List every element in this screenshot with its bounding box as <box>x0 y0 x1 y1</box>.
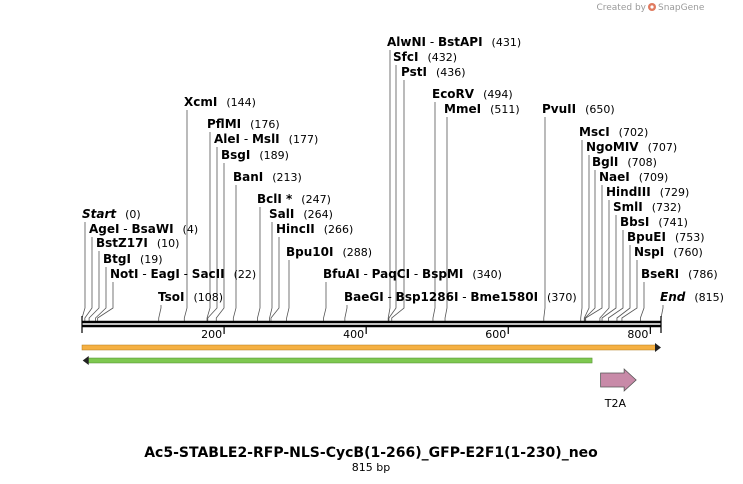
site-leader-line <box>344 305 348 321</box>
site-label: SfcI (432) <box>393 50 457 64</box>
site-leader-line <box>543 117 546 321</box>
site-leader-line <box>388 65 397 321</box>
site-label: EcoRV (494) <box>432 87 513 101</box>
site-label: NaeI (709) <box>599 170 668 184</box>
site-label: NspI (760) <box>634 245 703 259</box>
site-leader-line <box>585 185 603 321</box>
site-label: AlwNI - BstAPI (431) <box>387 35 521 49</box>
sequence-title: Ac5-STABLE2-RFP-NLS-CycB(1-266)_GFP-E2F1… <box>144 445 598 461</box>
site-leader-line <box>206 132 211 321</box>
site-label: Start (0) <box>82 207 141 221</box>
site-leader-line <box>583 155 590 321</box>
site-label: End (815) <box>660 290 724 304</box>
watermark-created-by: Created by <box>596 3 646 13</box>
site-leader-line <box>323 282 327 321</box>
ruler-ticks: 200 400 600 800 <box>201 327 651 341</box>
site-leader-line <box>391 80 405 321</box>
site-label: NgoMIV (707) <box>586 140 677 154</box>
orange-feature-bar <box>81 344 657 351</box>
site-label: BseRI (786) <box>641 267 718 281</box>
site-leader-line <box>158 305 162 321</box>
site-label: MscI (702) <box>579 125 648 139</box>
ruler-tick-label: 400 <box>343 328 364 341</box>
site-label: MmeI (511) <box>444 102 520 116</box>
site-label: PflMI (176) <box>207 117 280 131</box>
site-label: BanI (213) <box>233 170 302 184</box>
site-label: BtgI (19) <box>103 252 163 266</box>
site-leader-line <box>639 282 645 321</box>
site-label: PstI (436) <box>401 65 466 79</box>
site-label: BclI * (247) <box>257 192 331 206</box>
ruler-tick-label: 800 <box>627 328 648 341</box>
site-label: BpuEI (753) <box>627 230 705 244</box>
watermark-brand: SnapGene <box>658 3 705 13</box>
site-leader-line <box>270 237 280 321</box>
site-leader-line <box>269 222 273 321</box>
site-leader-line <box>584 170 596 321</box>
site-leader-line <box>232 185 237 321</box>
site-leader-line <box>580 140 583 321</box>
green-feature-arrow <box>82 356 89 365</box>
site-leader-line <box>621 260 638 321</box>
site-label: BfuAI - PaqCI - BspMI (340) <box>323 267 502 281</box>
features: T2A <box>81 343 661 410</box>
orange-feature-arrow <box>655 343 661 352</box>
site-label: AleI - MslI (177) <box>214 132 318 146</box>
site-label: HindIII (729) <box>606 185 689 199</box>
site-leader-line <box>257 207 261 321</box>
site-label: SmlI (732) <box>613 200 681 214</box>
site-label: NotI - EagI - SacII (22) <box>110 267 256 281</box>
site-leader-line <box>183 110 188 321</box>
site-leader-line <box>616 245 631 321</box>
site-labels: Start (0)AgeI - BsaWI (4)BstZ17I (10) BtgI (1… <box>82 35 724 304</box>
site-lines <box>81 50 664 321</box>
t2a-feature-label: T2A <box>604 397 627 410</box>
site-leader-line <box>84 237 93 321</box>
site-leader-line <box>97 282 114 321</box>
site-leader-line <box>286 260 290 321</box>
t2a-feature-arrow <box>600 368 637 392</box>
site-label: BaeGI - Bsp1286I - Bme1580I (370) <box>344 290 577 304</box>
site-leader-line <box>207 147 218 321</box>
ruler-tick-label: 600 <box>485 328 506 341</box>
site-label: HincII (266) <box>276 222 353 236</box>
site-label: BstZ17I (10) <box>96 236 179 250</box>
site-label: XcmI (144) <box>184 95 256 109</box>
site-leader-line <box>95 267 107 321</box>
site-leader-line <box>444 117 448 321</box>
site-label: AgeI - BsaWI (4) <box>89 222 198 236</box>
green-feature-bar <box>87 357 593 364</box>
site-label: PvuII (650) <box>542 102 615 116</box>
ruler-tick-label: 200 <box>201 328 222 341</box>
sequence-length: 815 bp <box>352 461 390 474</box>
site-leader-line <box>432 102 436 321</box>
site-leader-line <box>601 215 617 321</box>
site-leader-line <box>599 200 610 321</box>
snapgene-logo-icon <box>648 3 656 11</box>
site-label: SalI (264) <box>269 207 333 221</box>
site-label: Bpu10I (288) <box>286 245 372 259</box>
site-leader-line <box>608 230 624 321</box>
site-leader-line <box>88 251 100 321</box>
site-leader-line <box>387 50 391 321</box>
site-leader-line <box>215 163 225 321</box>
site-label: TsoI (108) <box>158 290 223 304</box>
site-label: BsgI (189) <box>221 148 289 162</box>
site-label: BbsI (741) <box>620 215 688 229</box>
site-label: BglI (708) <box>592 155 657 169</box>
site-leader-line <box>81 222 86 321</box>
sequence-ruler: 200 400 600 800 <box>81 316 662 341</box>
